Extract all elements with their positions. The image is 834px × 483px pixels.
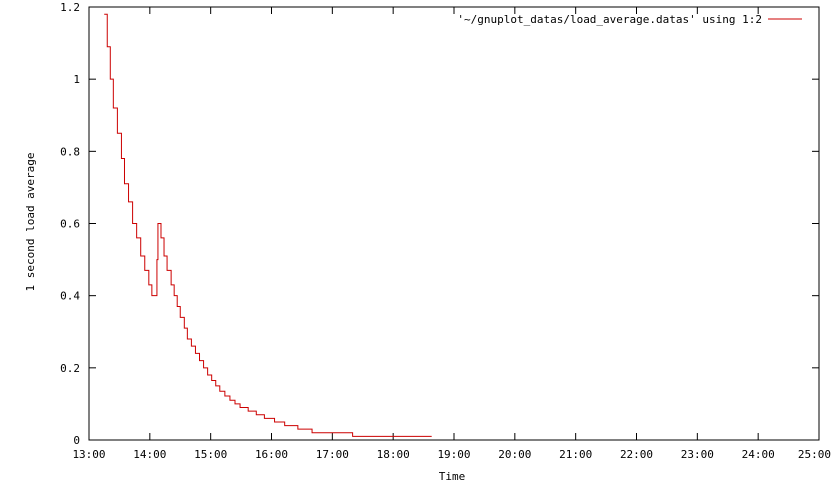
x-axis: 13:00 14:00 15:00 16:00 17:00 18:00 19:00 20:00…	[72, 7, 831, 461]
x-tick-label: 15:00	[194, 448, 227, 461]
y-tick-label: 1	[73, 73, 80, 86]
x-tick-label: 16:00	[255, 448, 288, 461]
y-axis-title: 1 second load average	[24, 152, 37, 291]
x-tick-label: 13:00	[72, 448, 105, 461]
y-tick-label: 0.4	[60, 290, 80, 303]
x-tick-label: 17:00	[316, 448, 349, 461]
x-tick-label: 14:00	[133, 448, 166, 461]
x-tick-label: 25:00	[798, 448, 831, 461]
y-axis: 0 0.2 0.4 0.6 0.8 1 1.2	[60, 1, 819, 447]
legend-label: '~/gnuplot_datas/load_average.datas' usi…	[457, 13, 762, 26]
x-axis-title: Time	[439, 470, 466, 483]
x-tick-label: 22:00	[620, 448, 653, 461]
x-tick-label: 23:00	[681, 448, 714, 461]
x-tick-label: 21:00	[559, 448, 592, 461]
series-line-0	[104, 13, 432, 437]
y-tick-label: 0.2	[60, 362, 80, 375]
x-tick-label: 24:00	[742, 448, 775, 461]
y-tick-label: 0.6	[60, 218, 80, 231]
x-tick-label: 19:00	[437, 448, 470, 461]
plot-frame	[88, 6, 820, 441]
x-tick-label: 20:00	[498, 448, 531, 461]
y-tick-label: 0	[73, 434, 80, 447]
series-group	[104, 13, 432, 437]
y-tick-label: 0.8	[60, 145, 80, 158]
y-tick-label: 1.2	[60, 1, 80, 14]
x-tick-label: 18:00	[377, 448, 410, 461]
plot-border	[88, 6, 820, 441]
legend: '~/gnuplot_datas/load_average.datas' usi…	[457, 13, 802, 26]
